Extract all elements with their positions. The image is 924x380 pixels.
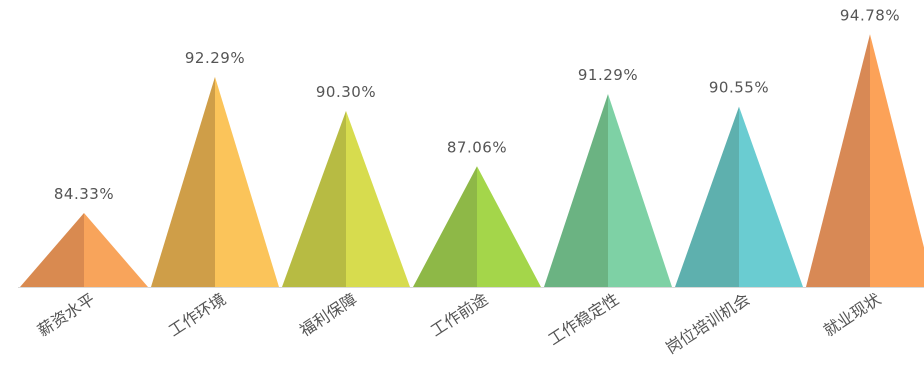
- value-label-4: 87.06%: [447, 138, 507, 156]
- pyramid-3: [282, 110, 410, 287]
- pyramid-5: [544, 93, 672, 287]
- category-label-2: 工作环境: [165, 289, 229, 340]
- category-label-4: 工作前途: [427, 289, 491, 340]
- category-label-5: 工作稳定性: [545, 289, 622, 349]
- value-label-1: 84.33%: [54, 185, 114, 203]
- pyramid-7-right-face: [870, 34, 924, 287]
- category-label-6: 岗位培训机会: [662, 289, 753, 357]
- value-label-7: 94.78%: [840, 6, 900, 24]
- pyramid-2: [151, 76, 279, 287]
- pyramid-2-left-face: [151, 76, 215, 287]
- pyramid-1-right-face: [84, 212, 148, 287]
- value-label-5: 91.29%: [578, 66, 638, 84]
- value-label-3: 90.30%: [316, 83, 376, 101]
- pyramid-5-left-face: [544, 93, 608, 287]
- pyramid-1-left-face: [20, 212, 84, 287]
- pyramid-3-left-face: [282, 110, 346, 287]
- value-label-2: 92.29%: [185, 49, 245, 67]
- pyramid-3-right-face: [346, 110, 410, 287]
- pyramid-6-left-face: [675, 106, 739, 288]
- pyramid-1: [20, 212, 148, 287]
- pyramid-5-right-face: [608, 93, 672, 287]
- pyramid-7: [806, 34, 924, 287]
- value-label-6: 90.55%: [709, 79, 769, 97]
- category-label-3: 福利保障: [296, 289, 360, 340]
- pyramid-4-left-face: [413, 166, 477, 287]
- pyramid-4: [413, 166, 541, 287]
- category-label-1: 薪资水平: [34, 289, 98, 340]
- pyramid-4-right-face: [477, 166, 541, 287]
- pyramid-6-right-face: [739, 106, 803, 288]
- pyramid-2-right-face: [215, 76, 279, 287]
- pyramid-7-left-face: [806, 34, 870, 287]
- category-label-7: 就业现状: [820, 289, 884, 340]
- pyramid-6: [675, 106, 803, 288]
